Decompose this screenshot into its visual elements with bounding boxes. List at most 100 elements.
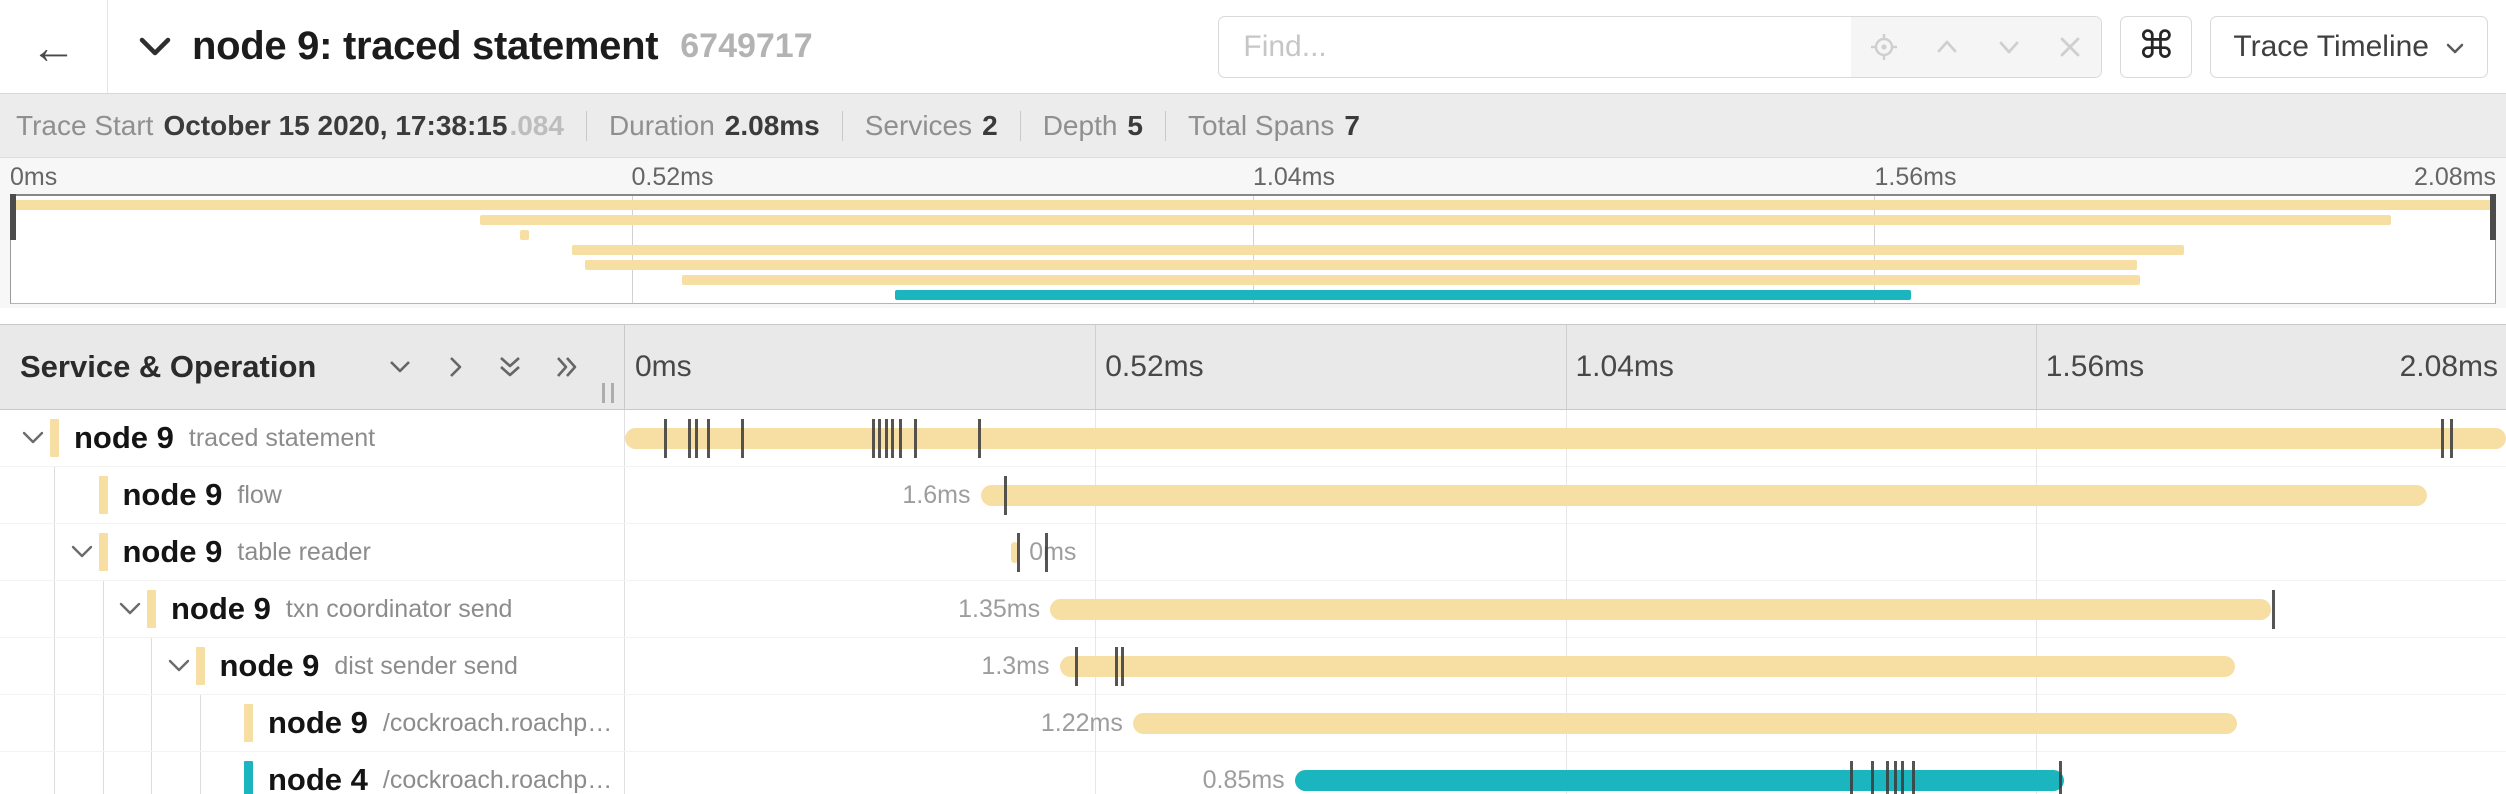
- span-timeline-cell: 1.22ms: [625, 695, 2506, 751]
- duration-label: Duration: [608, 109, 715, 141]
- clear-find-icon[interactable]: [2057, 34, 2083, 60]
- span-row[interactable]: node 9/cockroach.roachpb.I… 1.22ms: [0, 695, 2506, 752]
- collapse-header-button[interactable]: [138, 35, 172, 59]
- minimap-span-bar: [520, 230, 529, 240]
- span-log-tick: [2271, 590, 2275, 629]
- tree-guide-line: [102, 695, 104, 751]
- find-next-icon[interactable]: [1995, 33, 2023, 61]
- span-bar[interactable]: [1294, 770, 2064, 791]
- span-log-tick: [1075, 647, 1079, 686]
- span-bar[interactable]: [1010, 542, 1018, 563]
- collapse-span-chevron-icon[interactable]: [168, 659, 196, 673]
- span-row[interactable]: node 9 flow 1.6ms: [0, 467, 2506, 524]
- spacer: [0, 308, 2506, 324]
- span-log-tick: [1912, 761, 1916, 794]
- chevron-down-icon: [139, 37, 171, 55]
- minimap-span-bar: [584, 260, 2138, 270]
- span-rows: node 9 traced statement node 9 flow 1.6ms nod…: [0, 410, 2506, 794]
- span-duration-label: 0.85ms: [1202, 766, 1285, 794]
- service-name: node 9: [122, 534, 223, 569]
- timeline-tick: 1.04ms: [1575, 350, 1674, 383]
- viewport-right-scrubber[interactable]: [2490, 194, 2496, 240]
- keyboard-shortcuts-button[interactable]: ⌘: [2120, 15, 2193, 78]
- span-tree-cell: node 9/cockroach.roachpb.I…: [0, 695, 625, 751]
- tree-guide-line: [54, 581, 55, 637]
- span-tree-cell: node 9 txn coordinator send: [0, 581, 625, 637]
- span-tree-cell: node 4/cockroach.roachpb.I…: [0, 752, 625, 794]
- collapse-all-icon[interactable]: [496, 354, 524, 380]
- minimap-span-bar: [480, 215, 2391, 225]
- trace-id: 6749717: [680, 27, 813, 65]
- span-log-tick: [1045, 533, 1049, 572]
- find-prev-icon[interactable]: [1933, 33, 1961, 61]
- span-row[interactable]: node 4/cockroach.roachpb.I… 0.85ms: [0, 752, 2506, 794]
- minimap-span-bar: [895, 290, 1912, 300]
- span-bar[interactable]: [980, 485, 2427, 506]
- tree-guide-line: [199, 752, 201, 794]
- operation-name: dist sender send: [334, 651, 518, 680]
- operation-name: /cockroach.roachpb.I…: [382, 765, 624, 794]
- collapse-span-chevron-icon[interactable]: [119, 602, 147, 616]
- minimap-span-bar: [572, 245, 2185, 255]
- collapse-span-chevron-icon[interactable]: [71, 545, 99, 559]
- expand-one-icon[interactable]: [442, 354, 468, 380]
- span-bar[interactable]: [1059, 656, 2236, 677]
- total-spans-label: Total Spans: [1188, 109, 1335, 141]
- service-operation-header: Service & Operation: [0, 325, 625, 409]
- view-selector-button[interactable]: Trace Timeline: [2210, 15, 2488, 78]
- tree-guide-line: [102, 752, 104, 794]
- service-name: node 9: [219, 648, 320, 683]
- operation-name: traced statement: [188, 423, 376, 452]
- span-log-tick: [2450, 419, 2454, 458]
- timeline-ticks-header: 0ms 0.52ms 1.04ms 1.56ms 2.08ms: [625, 325, 2506, 409]
- span-bar[interactable]: [1050, 599, 2271, 620]
- span-log-tick: [2059, 761, 2063, 794]
- tree-guide-line: [199, 695, 201, 751]
- service-name: node 9: [74, 420, 174, 455]
- span-log-tick: [687, 419, 691, 458]
- find-input[interactable]: [1219, 16, 1852, 77]
- tree-guide-line: [102, 581, 104, 637]
- service-color-strip: [98, 533, 108, 571]
- service-name: node 4: [268, 762, 368, 794]
- trace-summary-bar: Trace Start October 15 2020, 17:38:15 .0…: [0, 94, 2506, 158]
- collapse-one-icon[interactable]: [386, 354, 414, 380]
- span-bar[interactable]: [625, 428, 2506, 449]
- span-log-tick: [977, 419, 981, 458]
- back-button[interactable]: ←: [0, 0, 108, 93]
- span-duration-label: 0ms: [1029, 538, 1077, 566]
- span-duration-label: 1.35ms: [958, 595, 1041, 623]
- timeline-tick: 0ms: [635, 350, 692, 383]
- operation-name: txn coordinator send: [285, 594, 513, 623]
- span-row[interactable]: node 9 txn coordinator send 1.35ms: [0, 581, 2506, 638]
- operation-name: table reader: [237, 537, 371, 566]
- column-resize-grip[interactable]: [602, 383, 614, 403]
- tree-guide-line: [54, 752, 55, 794]
- locate-icon[interactable]: [1869, 32, 1899, 62]
- expand-all-icon[interactable]: [552, 354, 580, 380]
- service-name: node 9: [122, 477, 223, 512]
- minimap-tick: 1.04ms: [1253, 163, 1335, 191]
- span-row[interactable]: node 9 table reader 0ms: [0, 524, 2506, 581]
- chevron-down-icon: [2445, 42, 2465, 56]
- gridline: [2035, 325, 2037, 409]
- span-timeline-cell: 0ms: [625, 524, 2506, 580]
- trace-start-value: October 15 2020, 17:38:15: [163, 109, 508, 141]
- divider: [1019, 110, 1021, 141]
- span-log-tick: [1114, 647, 1118, 686]
- span-log-tick: [1120, 647, 1124, 686]
- tree-guide-line: [151, 752, 152, 794]
- span-row[interactable]: node 9 traced statement: [0, 410, 2506, 467]
- minimap-canvas[interactable]: [10, 194, 2496, 304]
- minimap-tick-labels: 0ms 0.52ms 1.04ms 1.56ms 2.08ms: [10, 158, 2496, 194]
- span-log-tick: [663, 419, 667, 458]
- span-bar[interactable]: [1132, 713, 2237, 734]
- page-title: node 9: traced statement: [192, 24, 659, 68]
- collapse-span-chevron-icon[interactable]: [22, 431, 50, 445]
- span-row[interactable]: node 9 dist sender send 1.3ms: [0, 638, 2506, 695]
- service-name: node 9: [171, 591, 271, 626]
- trace-minimap: 0ms 0.52ms 1.04ms 1.56ms 2.08ms: [0, 158, 2506, 308]
- viewport-left-scrubber[interactable]: [10, 194, 16, 240]
- tree-guide-line: [151, 638, 152, 694]
- service-color-strip: [195, 647, 205, 685]
